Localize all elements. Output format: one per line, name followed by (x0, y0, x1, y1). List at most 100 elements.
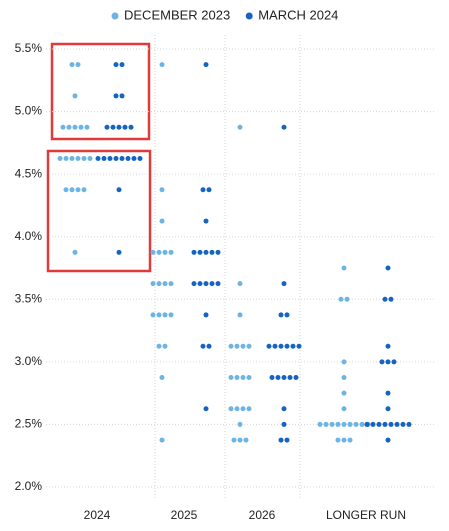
dot (72, 124, 78, 130)
legend-label: MARCH 2024 (258, 7, 338, 22)
dot (197, 249, 203, 255)
dot (159, 375, 165, 380)
dot (116, 249, 122, 255)
dot (284, 312, 290, 318)
dot (231, 437, 237, 443)
dot (78, 124, 84, 130)
x-tick-label: LONGER RUN (326, 508, 406, 522)
dot (234, 343, 240, 349)
dot (60, 124, 66, 130)
dot (347, 437, 353, 443)
dot (317, 421, 323, 427)
y-tick-label: 2.5% (15, 417, 43, 431)
dot (341, 406, 347, 412)
dot (150, 312, 156, 318)
dot (246, 343, 252, 349)
dot (200, 187, 206, 193)
dot (215, 281, 221, 287)
x-tick-label: 2024 (84, 508, 111, 522)
dot (246, 375, 252, 380)
dot (385, 406, 391, 412)
dot (156, 281, 162, 287)
dot (344, 296, 350, 302)
dot (385, 343, 391, 349)
dot (272, 343, 278, 349)
dot (281, 421, 287, 427)
dot (159, 437, 165, 443)
dot (150, 249, 156, 255)
dot (131, 156, 137, 161)
dot (95, 156, 101, 161)
dot (391, 359, 397, 365)
dot (246, 406, 252, 412)
dot (237, 124, 243, 130)
legend-marker (245, 12, 253, 20)
dot (137, 156, 143, 161)
dot (215, 249, 221, 255)
dot (162, 249, 168, 255)
dot (281, 124, 287, 130)
dot (156, 249, 162, 255)
dot (406, 421, 412, 427)
dot (75, 187, 81, 193)
dot (385, 390, 391, 396)
dot (228, 375, 234, 380)
dot (284, 437, 290, 443)
dot (240, 343, 246, 349)
dot (81, 156, 87, 161)
y-tick-label: 3.5% (15, 291, 43, 305)
dot (338, 296, 344, 302)
dot (203, 312, 209, 318)
y-tick-label: 5.5% (15, 41, 43, 55)
dot (128, 124, 134, 130)
dot (119, 62, 125, 68)
dot (206, 187, 212, 193)
dot (278, 312, 284, 318)
dot (203, 62, 209, 68)
dot (75, 156, 81, 161)
dot (168, 312, 174, 318)
dot (240, 375, 246, 380)
dot (122, 124, 128, 130)
dot (57, 156, 63, 161)
y-tick-label: 2.0% (15, 479, 43, 493)
dot (200, 343, 206, 349)
dot (266, 343, 272, 349)
dot (329, 421, 335, 427)
y-tick-label: 4.0% (15, 229, 43, 243)
dot (385, 265, 391, 271)
dot (101, 156, 107, 161)
dot (63, 187, 69, 193)
dot (237, 281, 243, 287)
y-tick-label: 3.0% (15, 354, 43, 368)
dot (81, 187, 87, 193)
dot (209, 281, 215, 287)
dot (104, 124, 110, 130)
dot (234, 406, 240, 412)
y-tick-label: 4.5% (15, 166, 43, 180)
dot (382, 421, 388, 427)
dot (69, 187, 75, 193)
dot (237, 312, 243, 318)
dot (379, 359, 385, 365)
dot (162, 343, 168, 349)
dot (168, 249, 174, 255)
dot (385, 437, 391, 443)
dot (323, 421, 329, 427)
dot (278, 437, 284, 443)
highlight-box (46, 149, 152, 273)
dot (209, 249, 215, 255)
dot (119, 93, 125, 99)
dot (240, 406, 246, 412)
dot (72, 249, 78, 255)
dot (234, 375, 240, 380)
dot (203, 249, 209, 255)
highlight-box (50, 42, 151, 141)
dot (237, 421, 243, 427)
dot (376, 421, 382, 427)
dot (287, 375, 293, 380)
dot (63, 156, 69, 161)
dot (191, 249, 197, 255)
dot (162, 312, 168, 318)
